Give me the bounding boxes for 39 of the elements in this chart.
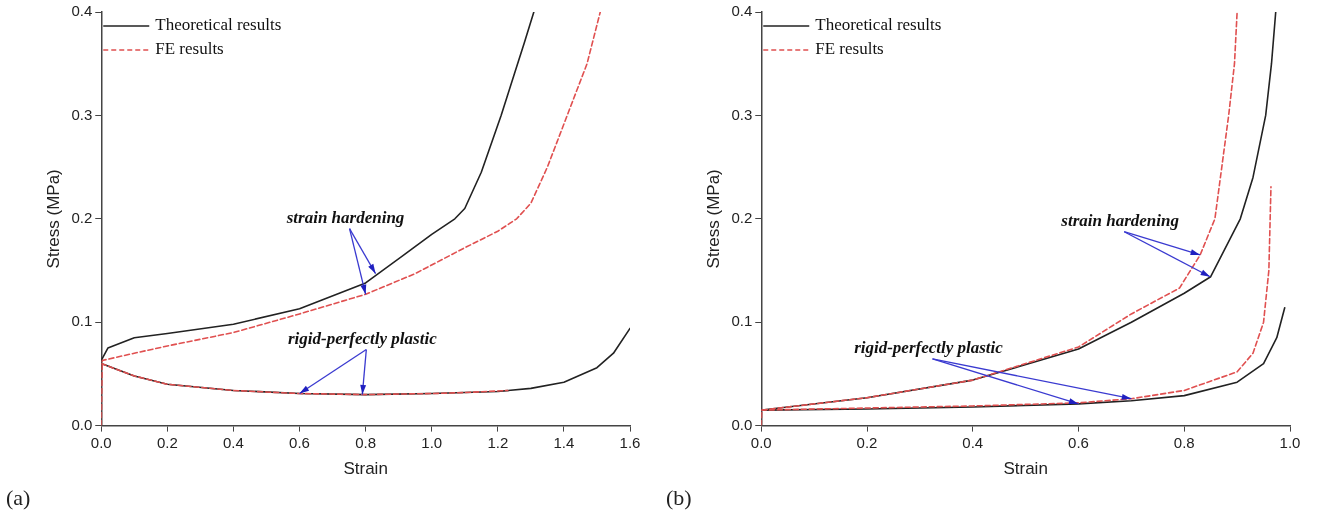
text: (b) [666, 484, 692, 510]
x-tick-label: 0.0 [750, 433, 772, 451]
annotation: strain hardening [285, 207, 405, 227]
x-tick-label: 0.6 [289, 433, 310, 451]
x-tick-label: 1.4 [553, 433, 575, 451]
y-tick-label: 0.3 [71, 105, 93, 123]
x-axis-title: Strain [1003, 459, 1048, 479]
legend-label: Theoretical results [155, 15, 282, 35]
annotation: rigid-perfectly plastic [854, 338, 1004, 358]
y-tick-label: 0.0 [731, 415, 753, 433]
x-tick-label: 0.2 [856, 433, 878, 451]
y-tick-label: 0.1 [731, 312, 753, 330]
y-axis-title: Stress (MPa) [703, 169, 723, 269]
y-axis-title: Stress (MPa) [43, 169, 63, 269]
x-tick-label: 1.2 [487, 433, 509, 451]
legend-label: Theoretical results [815, 15, 942, 35]
y-tick-label: 0.1 [71, 312, 93, 330]
x-axis-title: Strain [343, 459, 388, 479]
x-tick-label: 0.6 [1068, 433, 1089, 451]
x-tick-label: 1.6 [619, 433, 641, 451]
x-tick-label: 0.4 [223, 433, 244, 451]
annotation: strain hardening [1060, 211, 1180, 231]
y-tick-label: 0.3 [731, 105, 753, 123]
x-tick-label: 1.0 [421, 433, 443, 451]
legend-label: FE results [815, 39, 884, 59]
x-tick-label: 0.0 [90, 433, 112, 451]
y-tick-label: 0.0 [71, 415, 93, 433]
x-tick-label: 0.2 [156, 433, 178, 451]
y-tick-label: 0.2 [731, 208, 753, 226]
x-tick-label: 0.8 [1173, 433, 1195, 451]
x-tick-label: 1.0 [1279, 433, 1301, 451]
x-tick-label: 0.4 [962, 433, 984, 451]
text: (a) [6, 484, 31, 510]
x-tick-label: 0.8 [355, 433, 377, 451]
annotation: rigid-perfectly plastic [287, 328, 438, 348]
y-tick-label: 0.4 [731, 2, 753, 20]
y-tick-label: 0.4 [71, 2, 93, 20]
y-tick-label: 0.2 [71, 208, 93, 226]
legend-label: FE results [155, 39, 224, 59]
